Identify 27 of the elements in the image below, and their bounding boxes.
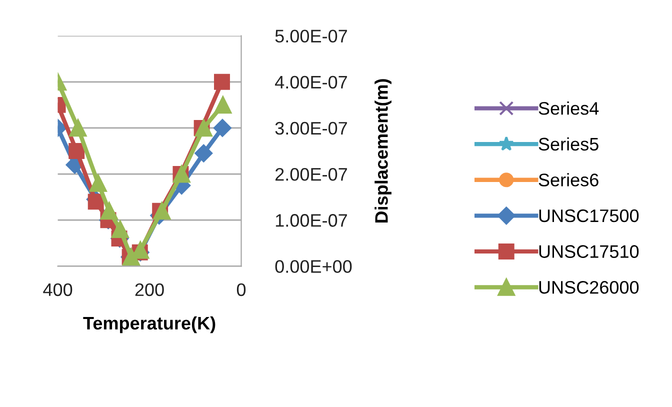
point [69, 119, 87, 137]
point [194, 144, 213, 162]
point [111, 220, 129, 238]
y-tick-label: 5.00E-07 [275, 30, 347, 43]
y-axis-title: Displacement(m) [374, 79, 392, 223]
y-tick-label: 4.00E-07 [274, 76, 347, 89]
y-tick-label: 0.00E+00 [275, 260, 352, 273]
point [214, 119, 232, 137]
point [88, 194, 104, 210]
point [89, 174, 107, 192]
legend-label: Series5 [538, 137, 598, 151]
y-tick-label: 2.00E-07 [275, 168, 347, 181]
legend-label: UNSC26000 [539, 280, 639, 294]
legend-label: Series6 [538, 173, 598, 186]
legend-label: UNSC17510 [539, 245, 639, 258]
y-tick-label: 3.00E-07 [275, 122, 347, 135]
legend-label: Series4 [538, 102, 599, 115]
point [214, 74, 230, 90]
point [214, 96, 232, 114]
x-tick-label: 200 [135, 283, 164, 296]
x-tick-label: 0 [236, 283, 246, 296]
y-tick-label: 1.00E-07 [276, 214, 347, 227]
x-tick-label: 400 [43, 283, 72, 296]
x-axis-title: Temperature(K) [83, 316, 216, 334]
point [68, 143, 85, 159]
legend-label: UNSC17500 [539, 209, 639, 222]
point [100, 202, 118, 220]
